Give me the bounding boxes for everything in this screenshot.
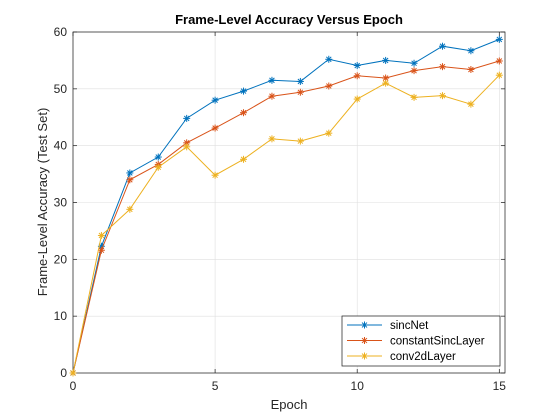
data-point bbox=[353, 95, 361, 103]
data-point bbox=[97, 246, 105, 254]
data-point bbox=[495, 57, 503, 65]
legend-marker bbox=[361, 352, 368, 360]
y-axis-label: Frame-Level Accuracy (Test Set) bbox=[35, 108, 50, 297]
data-point bbox=[126, 205, 134, 213]
data-point bbox=[325, 129, 333, 137]
legend-item: constantSincLayer bbox=[347, 336, 485, 348]
y-tick-label: 60 bbox=[54, 25, 68, 39]
data-point bbox=[240, 155, 248, 163]
legend-label: constantSincLayer bbox=[390, 336, 485, 348]
data-point bbox=[410, 59, 418, 67]
legend-marker bbox=[361, 337, 368, 344]
data-point bbox=[325, 82, 333, 90]
data-point bbox=[296, 77, 304, 85]
data-point bbox=[69, 369, 77, 377]
data-point bbox=[183, 114, 191, 122]
axis-ticks: 0 5 10 15 0 10 20 30 40 50 60 bbox=[54, 25, 507, 393]
data-point bbox=[467, 66, 475, 74]
data-point bbox=[154, 153, 162, 161]
data-point bbox=[268, 92, 276, 100]
y-tick-label: 40 bbox=[54, 139, 68, 153]
data-point bbox=[126, 176, 134, 184]
data-point bbox=[183, 143, 191, 151]
data-point bbox=[296, 137, 304, 145]
data-point bbox=[240, 109, 248, 117]
series-line bbox=[72, 74, 500, 374]
y-tick-label: 50 bbox=[54, 82, 68, 96]
data-point bbox=[438, 42, 446, 50]
legend-item: sincNet bbox=[347, 320, 429, 332]
data-point bbox=[467, 100, 475, 108]
x-tick-label: 15 bbox=[493, 379, 507, 393]
series-line bbox=[72, 38, 500, 374]
data-point bbox=[325, 55, 333, 63]
data-point bbox=[211, 96, 219, 104]
y-tick-label: 0 bbox=[60, 366, 67, 380]
series-group bbox=[69, 35, 503, 377]
data-point bbox=[495, 71, 503, 79]
data-point bbox=[410, 93, 418, 101]
series-sincNet bbox=[69, 35, 503, 377]
data-point bbox=[382, 74, 390, 82]
data-point bbox=[268, 135, 276, 143]
data-point bbox=[126, 169, 134, 177]
x-tick-label: 0 bbox=[70, 379, 77, 393]
data-point bbox=[154, 163, 162, 171]
data-point bbox=[268, 76, 276, 84]
data-point bbox=[240, 87, 248, 95]
y-tick-label: 10 bbox=[54, 309, 68, 323]
data-point bbox=[382, 56, 390, 64]
data-point bbox=[296, 88, 304, 96]
chart-title: Frame-Level Accuracy Versus Epoch bbox=[175, 12, 403, 27]
y-tick-label: 30 bbox=[54, 196, 68, 210]
data-point bbox=[382, 79, 390, 87]
x-tick-label: 10 bbox=[351, 379, 365, 393]
legend: sincNet constantSincLayer conv2dLayer bbox=[341, 315, 501, 367]
data-point bbox=[353, 62, 361, 70]
series-line bbox=[72, 60, 500, 374]
legend-marker bbox=[361, 321, 368, 329]
legend-label: sincNet bbox=[390, 320, 429, 332]
data-point bbox=[211, 124, 219, 132]
legend-item: conv2dLayer bbox=[347, 351, 456, 363]
data-point bbox=[438, 63, 446, 71]
data-point bbox=[467, 47, 475, 55]
data-point bbox=[183, 139, 191, 147]
data-point bbox=[410, 67, 418, 75]
data-point bbox=[97, 231, 105, 239]
x-axis-label: Epoch bbox=[271, 397, 308, 412]
y-tick-label: 20 bbox=[54, 252, 68, 266]
data-point bbox=[495, 35, 503, 43]
data-point bbox=[211, 171, 219, 179]
series-conv2dLayer bbox=[69, 71, 503, 377]
data-point bbox=[353, 72, 361, 80]
data-point bbox=[438, 92, 446, 100]
legend-label: conv2dLayer bbox=[390, 351, 456, 363]
x-tick-label: 5 bbox=[212, 379, 219, 393]
